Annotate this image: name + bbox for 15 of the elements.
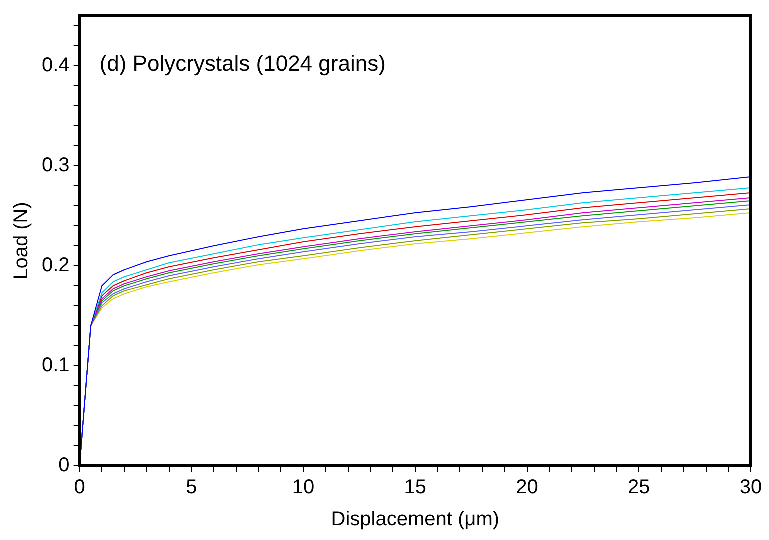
y-axis-title: Load (N) xyxy=(10,202,33,280)
x-tick-label: 20 xyxy=(516,476,538,499)
x-tick-label: 25 xyxy=(628,476,650,499)
x-tick-label: 10 xyxy=(292,476,315,499)
y-tick-label: 0.2 xyxy=(42,254,70,277)
y-tick-label: 0.4 xyxy=(42,54,70,77)
annotation: (d) Polycrystals (1024 grains) xyxy=(100,51,386,76)
y-tick-label: 0 xyxy=(58,454,70,477)
y-tick-label: 0.3 xyxy=(42,154,70,177)
y-tick-label: 0.1 xyxy=(42,354,70,377)
x-tick-label: 15 xyxy=(404,476,427,499)
x-tick-label: 0 xyxy=(74,476,86,499)
x-axis-title: Displacement (μm) xyxy=(331,508,500,531)
x-tick-label: 30 xyxy=(740,476,762,499)
x-tick-label: 5 xyxy=(186,476,198,499)
